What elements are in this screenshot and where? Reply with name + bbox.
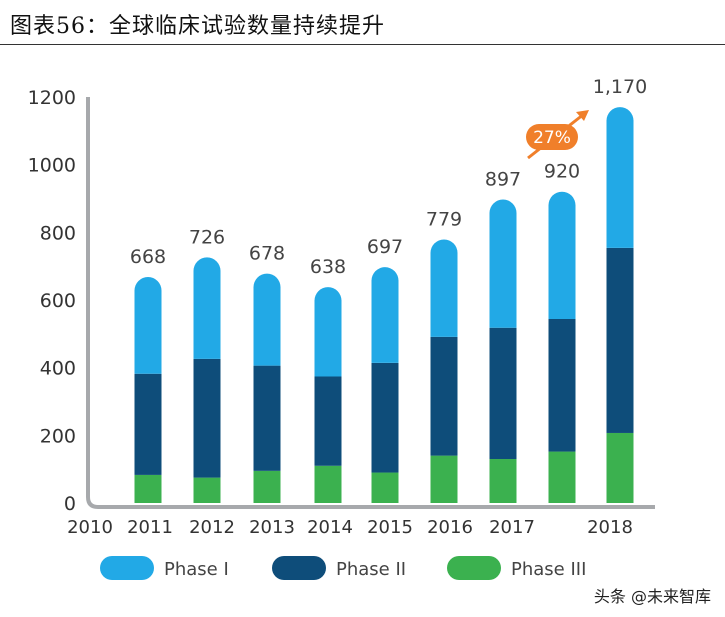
bar-segment-phase-i bbox=[430, 239, 458, 337]
bar-segment-phase-i bbox=[489, 199, 517, 328]
y-tick-label: 1200 bbox=[28, 87, 76, 109]
bar-segment-phase-i bbox=[193, 257, 221, 359]
bar-segment-phase-iii bbox=[253, 470, 281, 503]
bar-total-label: 668 bbox=[130, 246, 166, 268]
figure-title: 图表56：全球临床试验数量持续提升 bbox=[10, 14, 385, 39]
legend-swatch bbox=[447, 556, 501, 580]
bar-segment-phase-i bbox=[606, 107, 634, 248]
legend-swatch bbox=[100, 556, 154, 580]
bar-segment-phase-iii bbox=[193, 477, 221, 503]
bar-segment-phase-ii bbox=[606, 247, 634, 433]
bar-total-label: 697 bbox=[367, 236, 403, 258]
x-tick-label: 2014 bbox=[307, 517, 353, 538]
legend-label: Phase I bbox=[164, 559, 229, 580]
bar-segment-phase-iii bbox=[314, 465, 342, 503]
bar-total-label: 678 bbox=[249, 243, 285, 265]
x-tick-label: 2016 bbox=[427, 517, 473, 538]
legend-label: Phase II bbox=[336, 559, 406, 580]
bar-segment-phase-i bbox=[371, 267, 399, 363]
bar-segment-phase-iii bbox=[430, 455, 458, 503]
bar-segment-phase-iii bbox=[134, 474, 162, 503]
bar-segment-phase-ii bbox=[548, 318, 576, 452]
y-tick-label: 200 bbox=[40, 425, 76, 447]
bar-segment-phase-ii bbox=[134, 373, 162, 475]
bar-segment-phase-i bbox=[253, 273, 281, 366]
bar-segment-phase-i bbox=[134, 276, 162, 374]
bar-segment-phase-ii bbox=[489, 327, 517, 460]
y-tick-label: 800 bbox=[40, 222, 76, 244]
bar-segment-phase-ii bbox=[430, 336, 458, 456]
x-tick-label: 2017 bbox=[489, 517, 535, 538]
bar-total-label: 779 bbox=[426, 208, 462, 230]
bar-total-label: 638 bbox=[310, 256, 346, 278]
bar-segment-phase-i bbox=[548, 191, 576, 319]
bar-total-label: 897 bbox=[485, 169, 521, 191]
x-tick-label: 2012 bbox=[189, 517, 235, 538]
bar-segment-phase-iii bbox=[548, 451, 576, 503]
legend-label: Phase III bbox=[511, 559, 586, 580]
bar-segment-phase-ii bbox=[314, 376, 342, 466]
y-tick-label: 1000 bbox=[28, 155, 76, 177]
bar-segment-phase-ii bbox=[371, 362, 399, 473]
y-tick-label: 600 bbox=[40, 290, 76, 312]
watermark: 头条 @未来智库 bbox=[593, 587, 711, 606]
growth-badge-label: 27% bbox=[533, 128, 571, 148]
bar-total-label: 920 bbox=[544, 161, 580, 183]
bar-segment-phase-iii bbox=[371, 472, 399, 503]
x-tick-label: 2011 bbox=[127, 517, 173, 538]
bar-total-label: 1,170 bbox=[593, 76, 647, 98]
x-tick-label: 2015 bbox=[367, 517, 413, 538]
bar-segment-phase-iii bbox=[606, 432, 634, 503]
title-divider bbox=[0, 44, 725, 45]
growth-arrow-head bbox=[576, 110, 589, 121]
y-tick-label: 0 bbox=[64, 493, 76, 515]
x-tick-label: 2010 bbox=[67, 517, 113, 538]
axis-frame bbox=[86, 97, 655, 509]
bar-segment-phase-iii bbox=[489, 459, 517, 503]
bar-segment-phase-i bbox=[314, 287, 342, 377]
bar-segment-phase-ii bbox=[193, 358, 221, 478]
y-tick-label: 400 bbox=[40, 358, 76, 380]
bar-segment-phase-ii bbox=[253, 365, 281, 471]
x-tick-label: 2018 bbox=[587, 517, 633, 538]
x-tick-label: 2013 bbox=[249, 517, 295, 538]
legend-swatch bbox=[272, 556, 326, 580]
bar-total-label: 726 bbox=[189, 226, 225, 248]
growth-badge bbox=[526, 124, 578, 150]
